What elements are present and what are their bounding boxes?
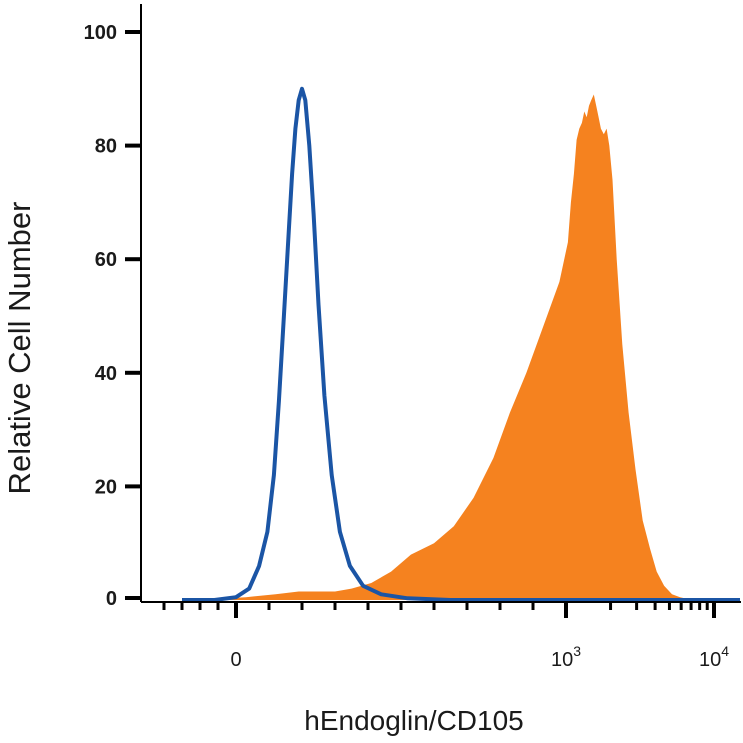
outline-histogram-series (182, 86, 740, 602)
y-tick-label: 0 (106, 588, 117, 610)
x-tick-group: 0103104105 (162, 602, 729, 671)
x-tick-label: 103 (551, 643, 581, 671)
y-tick-label: 80 (95, 136, 117, 158)
plot-marks (182, 86, 740, 602)
filled-histogram-series (192, 94, 696, 600)
x-tick-label: 104 (699, 643, 729, 671)
y-tick-group: 0 20 40 60 80 100 (84, 22, 141, 610)
x-tick-label: 0 (230, 649, 241, 671)
x-axis-label: hEndoglin/CD105 (304, 705, 524, 736)
y-tick-label: 20 (95, 476, 117, 498)
y-axis-label: Relative Cell Number (2, 202, 37, 495)
y-tick-label: 100 (84, 22, 117, 44)
y-tick-label: 60 (95, 249, 117, 271)
y-tick-label: 40 (95, 363, 117, 385)
